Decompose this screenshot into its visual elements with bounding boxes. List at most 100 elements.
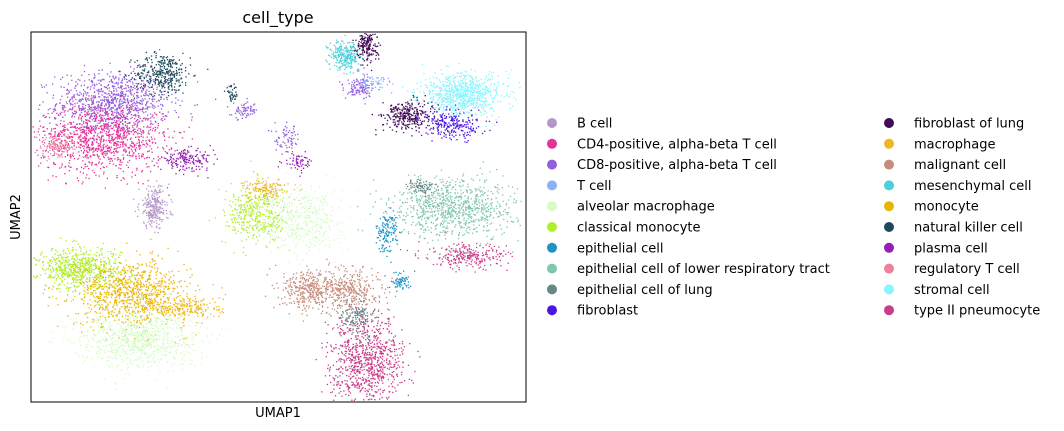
data-point (147, 61, 149, 64)
data-point (105, 285, 107, 287)
data-point (183, 149, 186, 151)
data-point (117, 294, 119, 297)
data-point (81, 276, 83, 278)
data-point (61, 270, 63, 272)
data-point (168, 88, 170, 90)
data-point (163, 157, 165, 159)
data-point (54, 147, 56, 149)
data-point (52, 248, 54, 250)
data-point (170, 79, 172, 81)
data-point (146, 341, 148, 343)
data-point (160, 211, 163, 213)
data-point (119, 92, 122, 94)
data-point (71, 136, 73, 138)
data-point (150, 122, 152, 124)
data-point (138, 155, 140, 157)
data-point (195, 300, 197, 302)
data-point (143, 117, 145, 119)
data-point (51, 112, 53, 114)
data-point (302, 163, 304, 165)
data-point (171, 312, 173, 314)
data-point (97, 274, 100, 276)
data-point (138, 148, 140, 150)
data-point (132, 103, 134, 105)
data-point (110, 139, 112, 141)
data-point (93, 111, 95, 113)
data-point (172, 288, 174, 290)
data-point (131, 313, 133, 316)
data-point (157, 289, 159, 291)
data-point (54, 131, 56, 133)
data-point (144, 271, 146, 273)
data-point (113, 148, 115, 150)
data-point (111, 293, 113, 296)
data-point (160, 119, 162, 121)
data-point (191, 119, 193, 121)
data-point (76, 168, 78, 171)
data-point (68, 148, 70, 151)
data-point (166, 56, 169, 58)
data-point (65, 182, 67, 184)
data-point (65, 272, 68, 274)
data-point (127, 283, 129, 285)
data-point (158, 132, 160, 134)
data-point (207, 161, 209, 163)
data-point (184, 153, 187, 155)
data-point (97, 79, 99, 81)
data-point (163, 311, 165, 313)
data-point (153, 80, 155, 83)
data-point (131, 155, 134, 157)
data-point (99, 253, 101, 256)
data-point (127, 101, 130, 104)
data-point (120, 81, 122, 84)
data-point (112, 276, 114, 278)
data-point (69, 263, 71, 266)
data-point (154, 231, 156, 233)
data-point (88, 307, 90, 309)
data-point (114, 299, 116, 301)
data-point (115, 137, 117, 139)
data-point (52, 175, 54, 177)
data-point (168, 70, 170, 72)
data-point (99, 315, 101, 318)
data-point (158, 227, 160, 230)
data-point (206, 154, 208, 156)
data-point (212, 283, 214, 286)
data-point (154, 201, 156, 203)
data-point (135, 91, 138, 93)
data-point (132, 298, 134, 300)
data-point (103, 286, 106, 288)
data-point (140, 144, 142, 147)
data-point (170, 78, 172, 80)
data-point (90, 286, 92, 288)
data-point (161, 258, 163, 260)
data-point (49, 277, 51, 279)
data-point (114, 260, 116, 262)
data-point (72, 249, 74, 251)
data-point (110, 250, 112, 253)
data-point (165, 81, 167, 83)
data-point (91, 80, 93, 82)
data-point (164, 306, 166, 308)
data-point (124, 74, 127, 76)
data-point (123, 285, 125, 288)
data-point (75, 281, 77, 283)
data-point (145, 212, 148, 214)
data-point (151, 265, 153, 268)
data-point (108, 101, 110, 103)
data-point (132, 270, 135, 272)
data-point (169, 77, 172, 79)
data-point (94, 263, 96, 265)
data-point (60, 269, 62, 271)
data-point (142, 107, 144, 109)
data-point (140, 155, 143, 157)
data-point (160, 69, 162, 71)
data-point (148, 90, 150, 92)
data-point (135, 274, 137, 277)
data-point (42, 126, 44, 129)
data-point (106, 134, 109, 136)
data-point (110, 79, 113, 81)
data-point (67, 137, 69, 139)
data-point (73, 131, 75, 133)
data-point (102, 148, 104, 150)
